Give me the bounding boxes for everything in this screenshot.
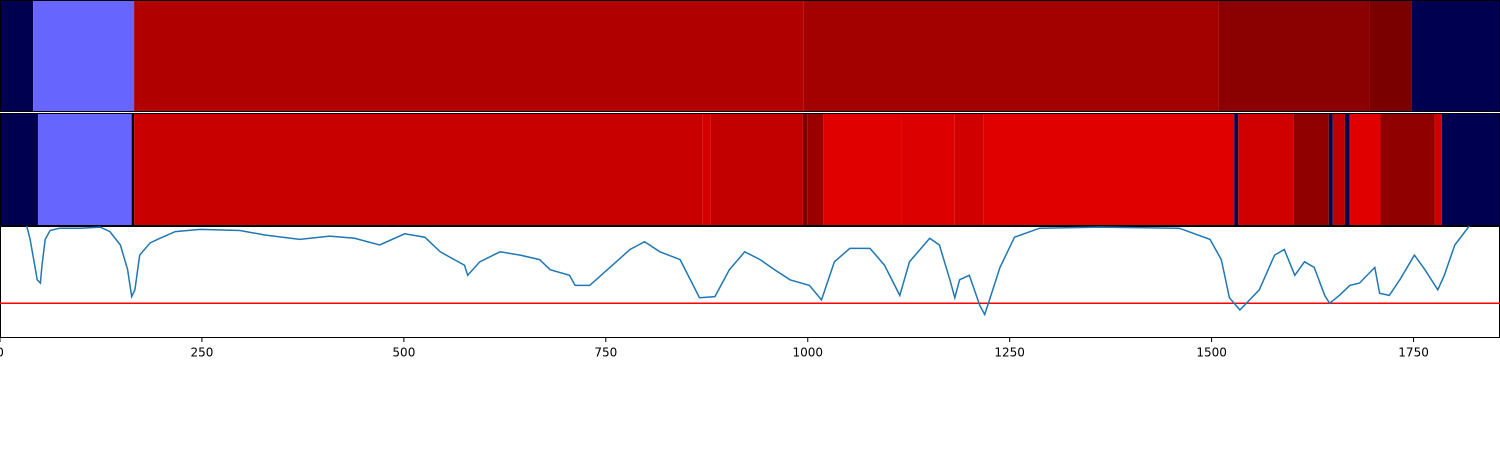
segment [710, 113, 803, 226]
segment [803, 0, 1219, 112]
segment [1234, 113, 1239, 226]
segment [33, 0, 135, 112]
segment [1349, 113, 1381, 226]
x-tick-label: 1000 [792, 346, 823, 360]
segment [802, 113, 808, 226]
x-tick-label: 1750 [1398, 346, 1429, 360]
segment [1218, 0, 1370, 112]
x-tick-label: 250 [190, 346, 213, 360]
segment [134, 0, 804, 112]
segment [134, 113, 703, 226]
segment [702, 113, 711, 226]
segment [1411, 0, 1500, 112]
x-tick-label: 750 [594, 346, 617, 360]
panel-frame [0, 226, 1500, 338]
segment [1332, 113, 1345, 226]
segment [1441, 113, 1500, 226]
x-tick-label: 0 [0, 346, 4, 360]
segment [823, 113, 902, 226]
segment [0, 0, 34, 112]
segment [1293, 113, 1329, 226]
segment [1238, 113, 1294, 226]
segment [954, 113, 984, 226]
x-tick-label: 500 [392, 346, 415, 360]
segment [1344, 113, 1350, 226]
x-tick-label: 1500 [1196, 346, 1227, 360]
segment [901, 113, 955, 226]
segment [131, 113, 135, 226]
segment [1369, 0, 1412, 112]
segment [1380, 113, 1435, 226]
data-line [25, 225, 1470, 317]
segment [0, 113, 38, 226]
segment [1434, 113, 1442, 226]
segment [807, 113, 824, 226]
x-tick-label: 1250 [994, 346, 1025, 360]
segment [1328, 113, 1333, 226]
segment [37, 113, 132, 226]
segment [983, 113, 1235, 226]
